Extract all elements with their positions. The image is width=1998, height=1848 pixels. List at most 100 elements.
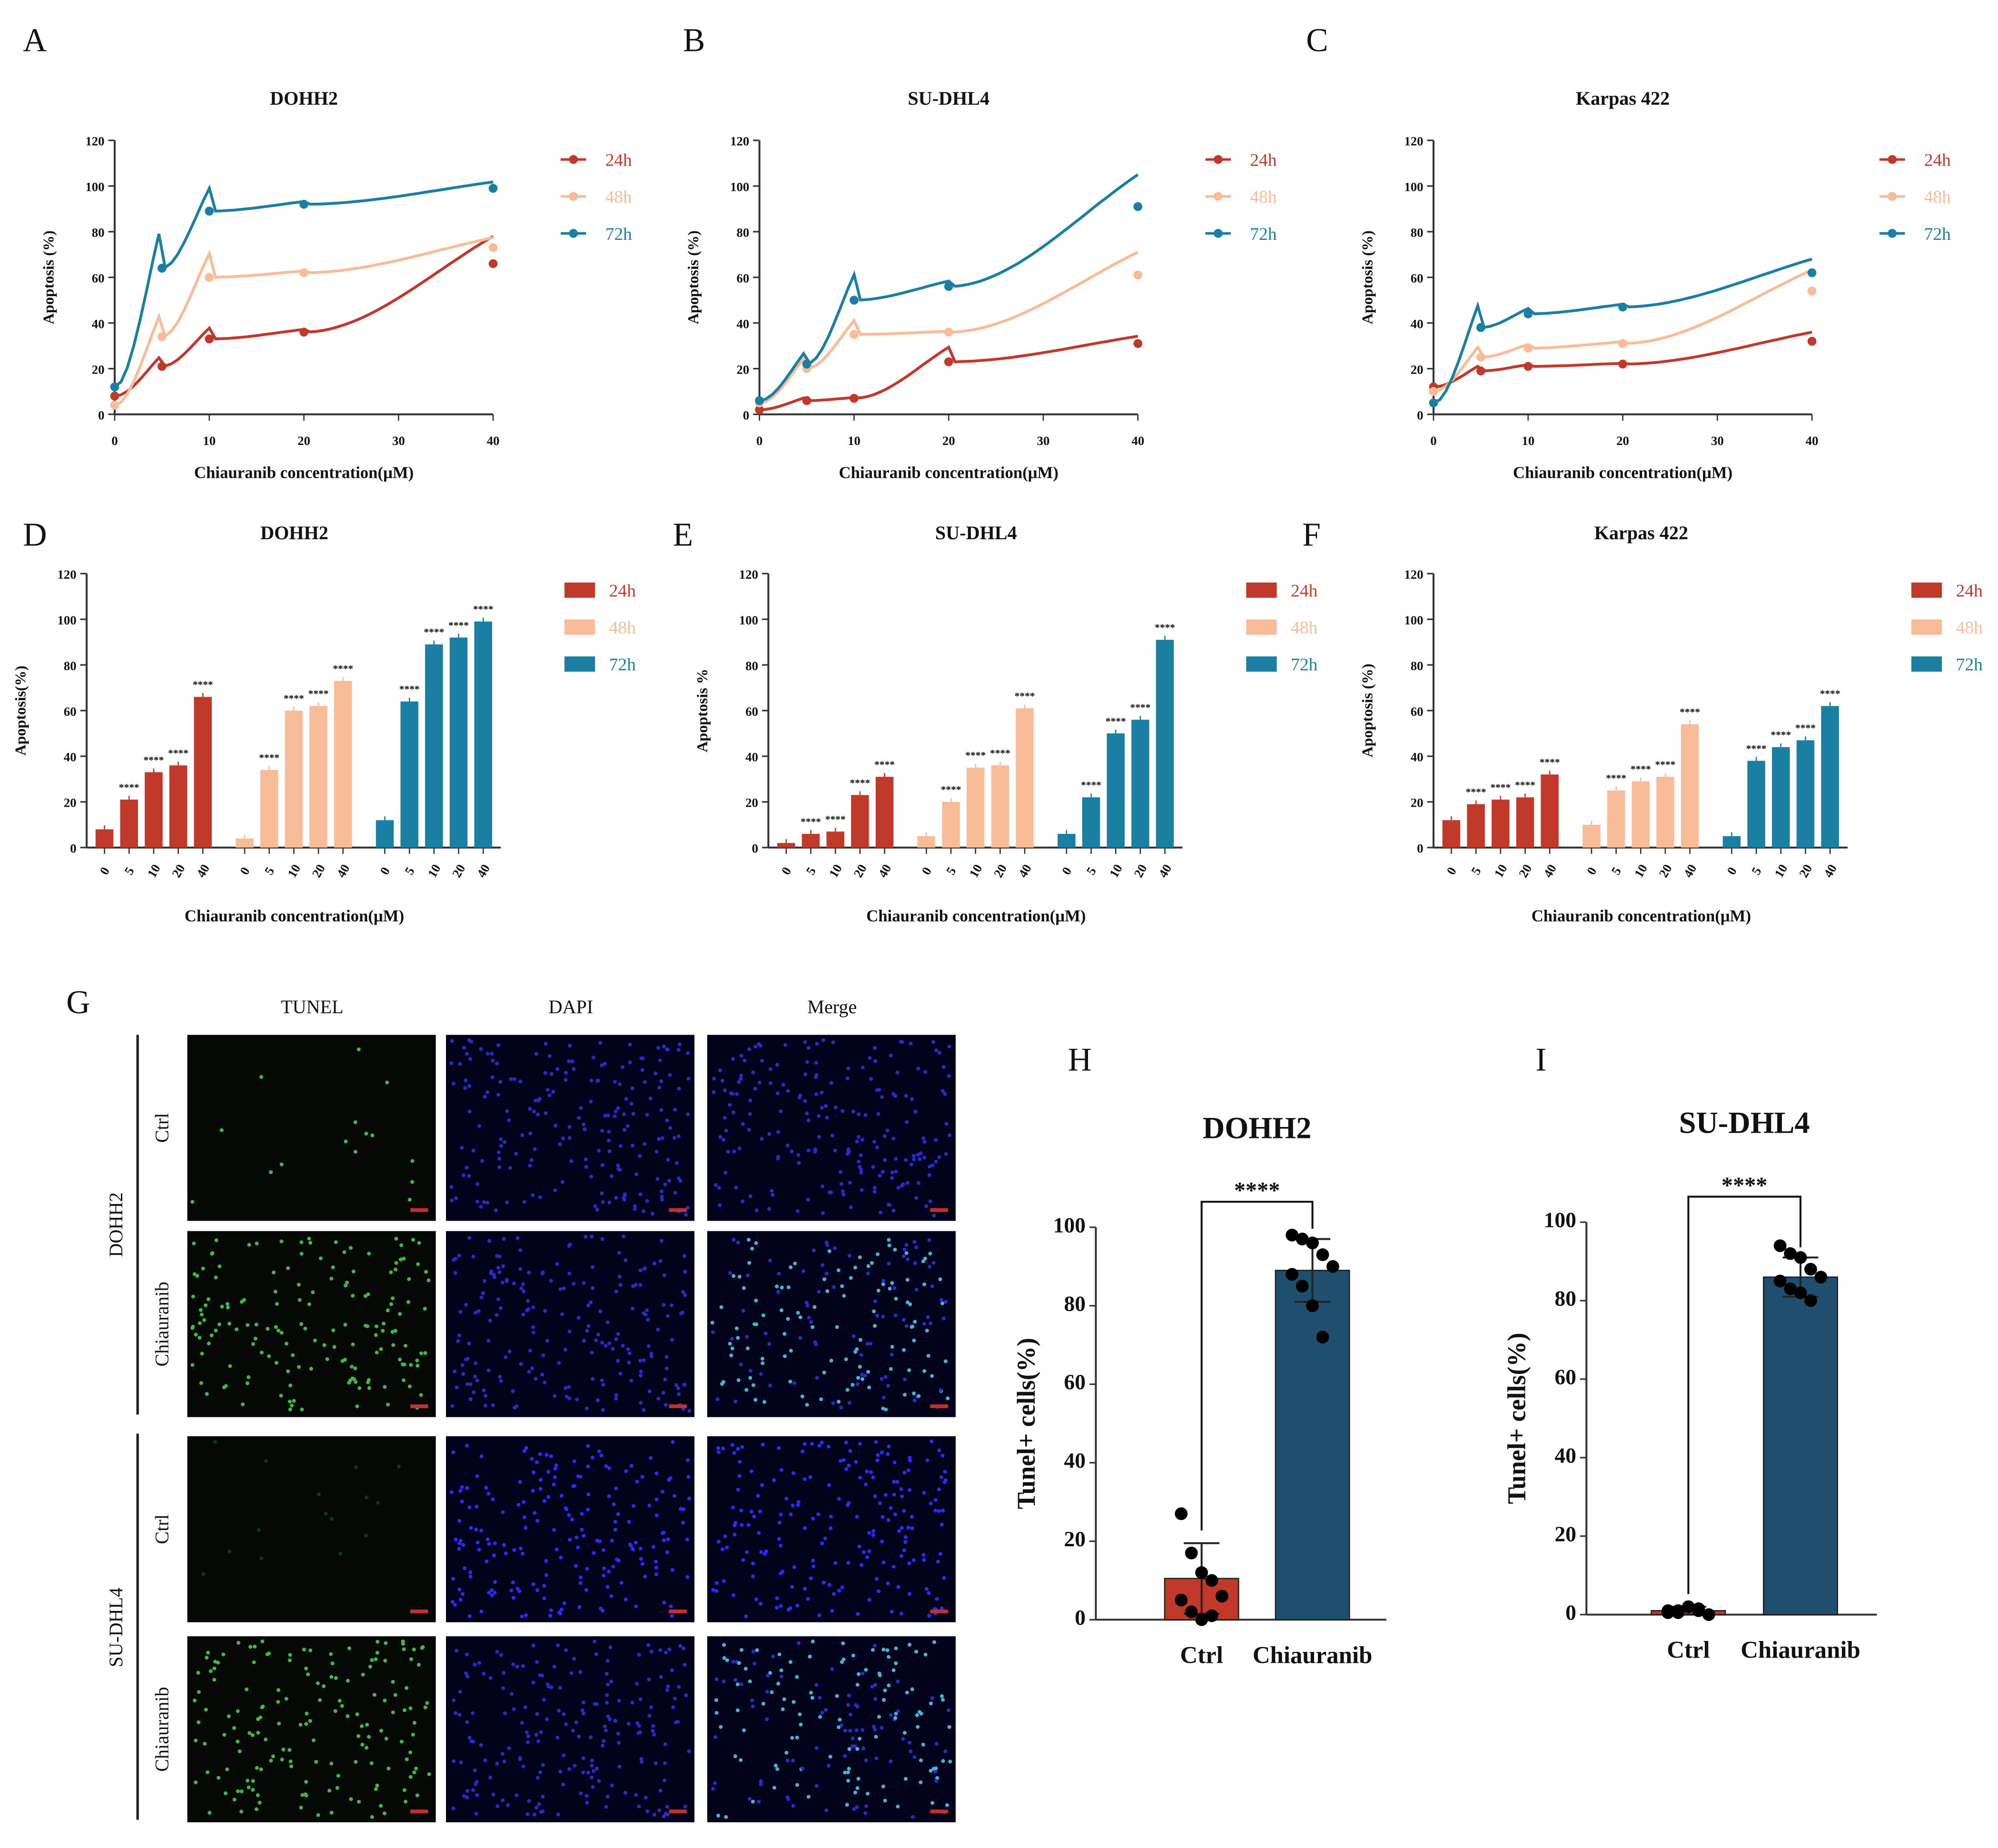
cell-nucleus: [917, 1710, 921, 1714]
legend-label: 24h: [605, 151, 632, 170]
cell-nucleus: [820, 1263, 825, 1267]
cell-nucleus: [775, 1767, 780, 1771]
cell-nucleus: [485, 1559, 489, 1563]
cell-nucleus: [682, 1646, 686, 1650]
cell-nucleus: [415, 1793, 419, 1798]
chart-title: SU-DHL4: [908, 88, 989, 109]
cell-nucleus: [628, 1060, 632, 1065]
cell-nucleus: [659, 1675, 663, 1679]
cell-nucleus: [737, 1080, 741, 1084]
cell-nucleus: [881, 1282, 885, 1286]
cell-nucleus: [648, 1096, 653, 1100]
cell-nucleus: [304, 1666, 308, 1670]
y-tick-label: 60: [1411, 704, 1424, 719]
cell-nucleus: [500, 1752, 504, 1756]
cell-nucleus: [662, 1601, 666, 1605]
cell-nucleus: [863, 1811, 868, 1815]
cell-nucleus: [564, 1722, 568, 1726]
cell-nucleus: [890, 1170, 894, 1175]
cell-nucleus: [477, 1124, 482, 1128]
cell-nucleus: [462, 1046, 466, 1050]
scale-bar: [930, 1809, 948, 1814]
cell-nucleus: [935, 1776, 940, 1780]
cell-nucleus: [596, 1078, 600, 1083]
x-tick-label: Chiauranib: [1741, 1637, 1860, 1664]
y-tick-label: 0: [70, 841, 76, 856]
cell-nucleus: [464, 1671, 468, 1675]
cell-nucleus: [553, 1188, 557, 1193]
cell-nucleus: [311, 1290, 315, 1295]
cell-nucleus: [817, 1114, 821, 1118]
cell-nucleus: [786, 1608, 791, 1612]
cell-nucleus: [458, 1690, 462, 1694]
cell-nucleus: [195, 1274, 199, 1278]
cell-nucleus: [883, 1493, 888, 1497]
cell-nucleus: [594, 1338, 598, 1343]
cell-nucleus: [548, 1613, 553, 1618]
cell-nucleus: [398, 1312, 402, 1316]
cell-nucleus: [779, 1543, 783, 1548]
cell-nucleus: [554, 1463, 558, 1468]
cell-nucleus: [299, 1806, 303, 1810]
cell-nucleus: [657, 1808, 662, 1812]
cell-nucleus: [457, 1713, 462, 1717]
cell-nucleus: [836, 1268, 841, 1273]
cell-nucleus: [732, 1110, 736, 1115]
cell-nucleus: [895, 1070, 900, 1075]
cell-nucleus: [667, 1178, 672, 1183]
legend-marker: [1214, 229, 1223, 238]
cell-nucleus: [287, 1658, 292, 1662]
cell-nucleus: [922, 1491, 926, 1495]
cell-nucleus: [404, 1799, 408, 1804]
legend-marker: [569, 229, 578, 238]
cell-nucleus: [467, 1735, 472, 1740]
x-tick-label: 20: [169, 862, 188, 880]
cell-nucleus: [796, 1153, 801, 1157]
cell-nucleus: [873, 1324, 877, 1328]
legend-label: 24h: [1956, 581, 1983, 601]
cell-nucleus: [492, 1553, 496, 1558]
cell-nucleus: [873, 1186, 877, 1190]
cell-nucleus: [748, 1112, 752, 1116]
cell-nucleus: [217, 1322, 221, 1326]
cell-nucleus: [546, 1495, 551, 1499]
cell-nucleus: [468, 1397, 473, 1402]
significance-label: ****: [1606, 772, 1626, 784]
x-tick-label: 20: [942, 434, 955, 448]
cell-nucleus: [839, 1459, 843, 1463]
cell-nucleus: [226, 1302, 230, 1306]
cell-nucleus: [329, 1761, 334, 1766]
cell-nucleus: [603, 1114, 607, 1118]
x-tick-label: 0: [919, 865, 934, 878]
cell-nucleus: [316, 1681, 320, 1685]
cell-nucleus: [452, 1759, 456, 1763]
cell-nucleus: [461, 1173, 465, 1177]
cell-nucleus: [398, 1257, 403, 1262]
cell-nucleus: [754, 1208, 759, 1213]
cell-nucleus: [916, 1153, 920, 1157]
bar-72h: [376, 820, 394, 848]
cell-nucleus: [567, 1513, 571, 1517]
cell-nucleus: [496, 1093, 501, 1097]
cell-nucleus: [670, 1568, 675, 1572]
x-tick-label: 0: [1059, 865, 1075, 878]
cell-nucleus: [379, 1729, 384, 1733]
scale-bar: [669, 1208, 687, 1212]
cell-nucleus: [913, 1261, 917, 1265]
cell-nucleus: [736, 1708, 740, 1712]
cell-nucleus: [917, 1394, 921, 1398]
cell-nucleus: [543, 1071, 547, 1075]
cell-nucleus: [537, 1802, 541, 1807]
cell-nucleus: [227, 1549, 232, 1553]
cell-nucleus: [856, 1135, 861, 1139]
cell-nucleus: [600, 1341, 604, 1345]
cell-nucleus: [198, 1321, 202, 1325]
cell-nucleus: [768, 1671, 772, 1675]
cell-nucleus: [761, 1443, 765, 1447]
cell-nucleus: [674, 1383, 679, 1387]
cell-nucleus: [828, 1190, 832, 1195]
significance-label: ****: [284, 692, 304, 704]
cell-nucleus: [298, 1723, 303, 1727]
data-point-48h: [488, 243, 498, 252]
panel-letter: A: [23, 22, 47, 59]
